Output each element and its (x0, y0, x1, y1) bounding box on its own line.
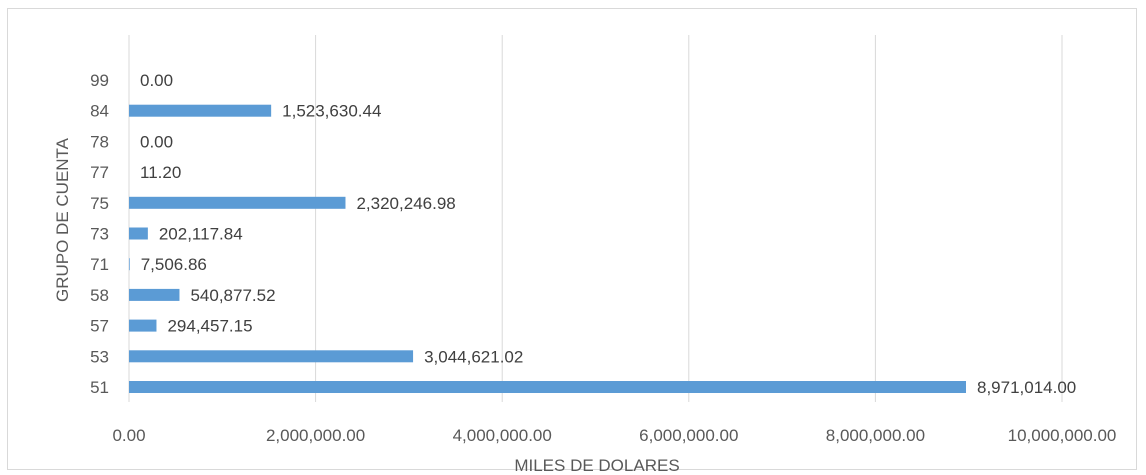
data-label-53: 3,044,621.02 (424, 347, 523, 366)
bar-51 (129, 381, 966, 393)
x-tick-label: 2,000,000.00 (266, 426, 365, 445)
y-tick-label: 57 (90, 317, 109, 336)
bar-57 (129, 319, 157, 332)
y-tick-label: 77 (90, 163, 109, 182)
data-label-71: 7,506.86 (141, 255, 207, 274)
data-label-75: 2,320,246.98 (356, 194, 455, 213)
bar-75 (129, 196, 346, 209)
bar-71 (129, 258, 130, 271)
x-tick-label: 4,000,000.00 (453, 426, 552, 445)
gridlines (128, 35, 1063, 402)
y-tick-label: 75 (90, 194, 109, 213)
data-label-73: 202,117.84 (159, 225, 243, 244)
x-axis-ticks: 0.00 2,000,000.00 4,000,000.00 6,000,000.00… (112, 426, 1116, 445)
x-tick-label: 10,000,000.00 (1008, 426, 1117, 445)
x-tick-label: 8,000,000.00 (826, 426, 925, 445)
y-axis-ticks: 51 53 57 58 71 73 75 77 78 84 99 (90, 71, 109, 397)
y-tick-label: 99 (90, 71, 109, 90)
bar-53 (129, 350, 414, 363)
y-tick-label: 53 (90, 347, 109, 366)
y-tick-label: 71 (90, 255, 109, 274)
y-tick-label: 73 (90, 225, 109, 244)
bars (129, 104, 966, 393)
data-label-51: 8,971,014.00 (977, 378, 1076, 397)
x-tick-label: 0.00 (112, 426, 145, 445)
data-label-99: 0.00 (140, 71, 173, 90)
x-tick-label: 6,000,000.00 (639, 426, 738, 445)
y-tick-label: 84 (90, 102, 109, 121)
data-labels: 8,971,014.00 3,044,621.02 294,457.15 540,87… (140, 71, 1076, 397)
data-label-57: 294,457.15 (167, 317, 252, 336)
y-tick-label: 78 (90, 132, 109, 151)
data-label-78: 0.00 (140, 132, 173, 151)
y-tick-label: 58 (90, 286, 109, 305)
x-axis-title: MILES DE DOLARES (514, 456, 679, 475)
y-axis-title: GRUPO DE CUENTA (53, 137, 72, 302)
data-label-77: 11.20 (140, 163, 181, 182)
bar-58 (129, 288, 180, 301)
bar-84 (129, 104, 272, 117)
data-label-84: 1,523,630.44 (282, 102, 381, 121)
bar-73 (129, 227, 148, 240)
data-label-58: 540,877.52 (190, 286, 275, 305)
y-tick-label: 51 (90, 378, 109, 397)
